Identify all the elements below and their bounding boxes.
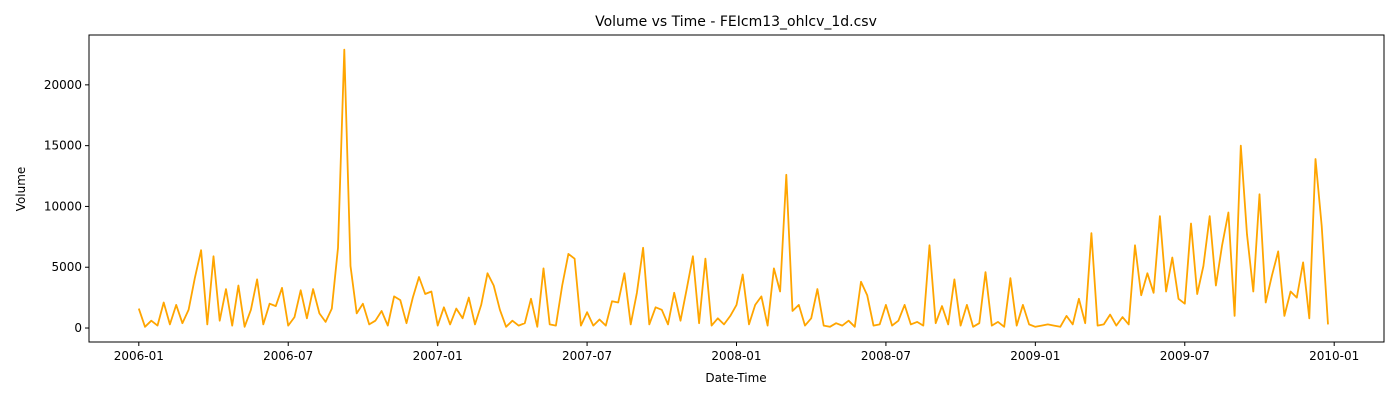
volume-line bbox=[137, 48, 1329, 328]
y-tick-label: 0 bbox=[74, 321, 82, 335]
y-tick-label: 10000 bbox=[44, 199, 82, 213]
y-axis-label: Volume bbox=[14, 167, 28, 212]
x-tick-label: 2006-01 bbox=[114, 349, 164, 363]
x-tick-label: 2010-01 bbox=[1309, 349, 1359, 363]
plot-frame bbox=[88, 34, 1385, 343]
y-tick-label: 5000 bbox=[51, 260, 82, 274]
x-tick-label: 2008-01 bbox=[711, 349, 761, 363]
x-tick-label: 2007-07 bbox=[562, 349, 612, 363]
x-tick-label: 2008-07 bbox=[861, 349, 911, 363]
x-tick-label: 2006-07 bbox=[263, 349, 313, 363]
y-tick-label: 20000 bbox=[44, 78, 82, 92]
x-tick-label: 2007-01 bbox=[413, 349, 463, 363]
chart-title: Volume vs Time - FEIcm13_ohlcv_1d.csv bbox=[595, 14, 877, 30]
y-tick-label: 15000 bbox=[44, 139, 82, 153]
x-tick-label: 2009-07 bbox=[1160, 349, 1210, 363]
x-axis-label: Date-Time bbox=[705, 371, 766, 385]
x-tick-label: 2009-01 bbox=[1010, 349, 1060, 363]
